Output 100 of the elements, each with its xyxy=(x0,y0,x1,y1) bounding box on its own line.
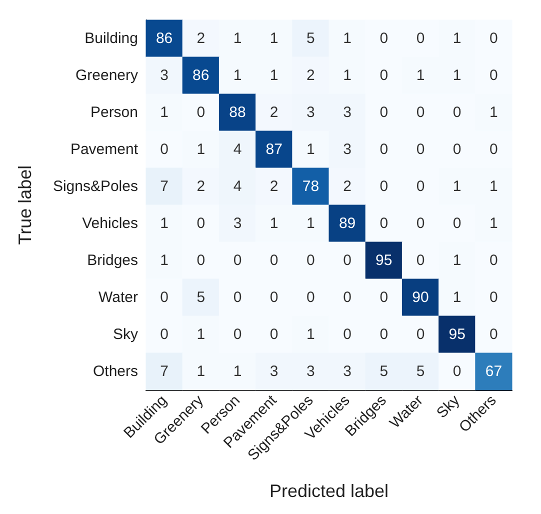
data-label: 0 xyxy=(416,178,425,195)
data-label: 0 xyxy=(490,141,498,158)
data-label: 0 xyxy=(452,104,462,121)
data-label: 1 xyxy=(270,30,278,47)
data-label: 3 xyxy=(306,363,315,380)
data-label: 1 xyxy=(343,67,352,84)
data-label: 67 xyxy=(485,363,502,380)
data-label: 0 xyxy=(270,289,278,306)
y-tick-label: Bridges xyxy=(87,252,138,269)
data-label: 0 xyxy=(233,289,242,306)
data-label: 0 xyxy=(343,289,352,306)
data-label: 1 xyxy=(196,326,206,343)
data-label: 0 xyxy=(270,252,278,269)
data-label: 0 xyxy=(196,215,206,232)
data-label: 1 xyxy=(416,67,425,84)
data-label: 1 xyxy=(490,104,498,121)
data-label: 88 xyxy=(229,104,246,121)
data-label: 95 xyxy=(448,326,466,343)
data-label: 90 xyxy=(412,289,429,306)
data-label: 1 xyxy=(160,252,168,269)
data-label: 0 xyxy=(380,289,388,306)
data-label: 86 xyxy=(192,67,210,84)
data-label: 1 xyxy=(233,30,242,47)
data-label: 3 xyxy=(306,104,315,121)
data-label: 1 xyxy=(196,363,206,380)
data-label: 1 xyxy=(160,215,168,232)
data-label: 0 xyxy=(160,141,168,158)
data-label: 0 xyxy=(452,363,462,380)
y-tick-label: Sky xyxy=(112,326,138,343)
data-label: 0 xyxy=(380,178,388,195)
data-label: 0 xyxy=(490,30,498,47)
data-label: 3 xyxy=(160,67,168,84)
data-label: 4 xyxy=(233,178,242,195)
data-label: 0 xyxy=(416,252,425,269)
data-label: 0 xyxy=(380,30,388,47)
data-label: 0 xyxy=(416,141,425,158)
data-label: 1 xyxy=(452,67,462,84)
data-label: 0 xyxy=(343,326,352,343)
data-label: 1 xyxy=(270,67,278,84)
data-label: 0 xyxy=(380,215,388,232)
data-label: 1 xyxy=(160,104,168,121)
data-label: 0 xyxy=(196,252,206,269)
data-label: 0 xyxy=(380,67,388,84)
data-label: 0 xyxy=(490,289,498,306)
data-label: 89 xyxy=(338,215,356,232)
data-label: 2 xyxy=(343,178,352,195)
data-label: 2 xyxy=(270,178,278,195)
data-label: 5 xyxy=(380,363,388,380)
data-label: 4 xyxy=(233,141,242,158)
data-label: 0 xyxy=(270,326,278,343)
y-tick-label: Building xyxy=(84,30,138,47)
data-label: 0 xyxy=(490,67,498,84)
data-label: 0 xyxy=(416,215,425,232)
data-label: 2 xyxy=(270,104,278,121)
y-tick-label: Water xyxy=(98,289,138,306)
y-tick-label: Pavement xyxy=(70,141,139,158)
data-label: 78 xyxy=(302,178,320,195)
data-label: 86 xyxy=(156,30,173,47)
y-tick-label: Vehicles xyxy=(82,215,138,232)
data-label: 1 xyxy=(452,30,462,47)
y-tick-label: Signs&Poles xyxy=(52,178,138,195)
y-axis-title: True label xyxy=(15,165,35,245)
data-label: 5 xyxy=(306,30,315,47)
data-label: 0 xyxy=(416,30,425,47)
data-label: 0 xyxy=(380,141,388,158)
data-label: 0 xyxy=(452,215,462,232)
y-tick-label: Others xyxy=(92,363,138,380)
data-label: 3 xyxy=(343,363,352,380)
data-label: 0 xyxy=(306,289,315,306)
data-label: 0 xyxy=(160,326,168,343)
data-label: 0 xyxy=(490,326,498,343)
data-label: 0 xyxy=(380,326,388,343)
data-label: 1 xyxy=(490,215,498,232)
data-label: 1 xyxy=(196,141,206,158)
data-label: 3 xyxy=(233,215,242,232)
data-label: 0 xyxy=(233,326,242,343)
data-label: 7 xyxy=(160,363,168,380)
data-label: 1 xyxy=(270,215,278,232)
data-label: 0 xyxy=(416,104,425,121)
data-label: 1 xyxy=(233,363,242,380)
data-label: 0 xyxy=(490,252,498,269)
data-label: 0 xyxy=(306,252,315,269)
data-label: 87 xyxy=(266,141,282,158)
y-tick-label: Person xyxy=(90,104,138,121)
data-label: 1 xyxy=(306,141,315,158)
data-label: 0 xyxy=(196,104,206,121)
data-label: 5 xyxy=(196,289,206,306)
data-label: 7 xyxy=(160,178,168,195)
data-label: 0 xyxy=(160,289,168,306)
data-label: 1 xyxy=(452,178,462,195)
data-label: 2 xyxy=(196,178,206,195)
data-label: 1 xyxy=(233,67,242,84)
data-label: 1 xyxy=(343,30,352,47)
data-label: 0 xyxy=(380,104,388,121)
x-axis-title: Predicted label xyxy=(269,481,389,501)
data-label: 0 xyxy=(416,326,425,343)
data-label: 1 xyxy=(452,289,462,306)
data-label: 1 xyxy=(306,326,315,343)
data-label: 3 xyxy=(343,104,352,121)
data-label: 3 xyxy=(270,363,278,380)
